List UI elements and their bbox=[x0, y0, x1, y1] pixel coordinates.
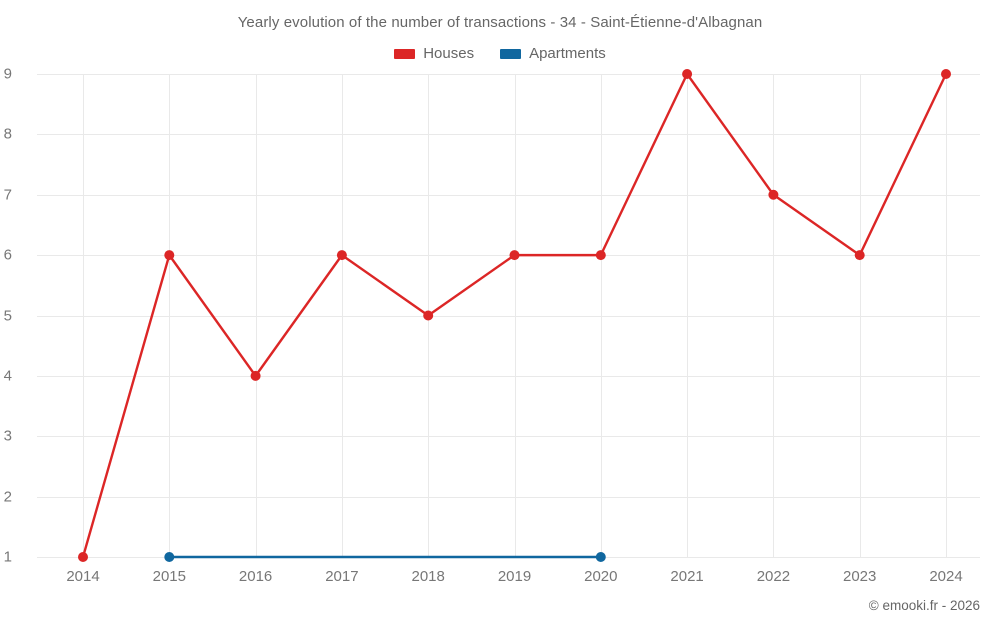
x-axis-tick-label: 2021 bbox=[670, 568, 704, 585]
data-point-houses[interactable] bbox=[682, 69, 693, 79]
x-axis-tick-label: 2020 bbox=[584, 568, 618, 585]
gridline-vertical bbox=[255, 74, 257, 557]
data-point-houses[interactable] bbox=[854, 250, 865, 261]
y-axis-tick-label: 6 bbox=[3, 246, 12, 264]
footer-credit: © emooki.fr - 2026 bbox=[868, 598, 980, 613]
plot-area: 1 2 3 4 5 6 7 8 9 2014 2015 2016 2017 2018 2019 2020 20… bbox=[4, 66, 980, 585]
gridline-vertical bbox=[83, 74, 84, 557]
data-point-houses[interactable] bbox=[595, 250, 606, 261]
legend-label-houses: Houses bbox=[423, 45, 475, 62]
y-axis-tick-label: 2 bbox=[3, 488, 12, 506]
x-axis-tick-label: 2022 bbox=[756, 568, 791, 585]
gridline-horizontal bbox=[37, 255, 980, 257]
gridline-horizontal bbox=[37, 194, 980, 196]
gridline-horizontal bbox=[37, 74, 980, 75]
gridline-horizontal bbox=[37, 315, 980, 317]
x-axis-tick-label: 2018 bbox=[411, 568, 445, 585]
data-point-apartments[interactable] bbox=[164, 552, 175, 562]
chart-legend: Houses Apartments bbox=[0, 45, 1000, 62]
x-axis-tick-label: 2023 bbox=[843, 568, 877, 585]
gridline-vertical bbox=[169, 74, 171, 557]
gridline-horizontal bbox=[37, 496, 980, 498]
x-axis-tick-label: 2015 bbox=[152, 568, 186, 585]
x-axis-tick-label: 2014 bbox=[66, 568, 100, 585]
y-axis-tick-label: 1 bbox=[3, 548, 12, 566]
data-point-apartments[interactable] bbox=[595, 552, 606, 562]
y-axis-tick-label: 9 bbox=[3, 65, 12, 83]
gridline-vertical bbox=[687, 74, 689, 557]
x-axis-tick-label: 2024 bbox=[929, 568, 963, 585]
legend-swatch-houses-icon bbox=[394, 48, 416, 59]
gridline-horizontal bbox=[37, 375, 980, 377]
data-point-houses[interactable] bbox=[336, 250, 347, 261]
legend-item-apartments[interactable]: Apartments bbox=[500, 45, 606, 62]
y-axis-tick-label: 4 bbox=[3, 367, 12, 385]
legend-label-apartments: Apartments bbox=[529, 45, 606, 62]
x-axis-tick-label: 2019 bbox=[497, 568, 532, 585]
gridline-vertical bbox=[946, 74, 947, 557]
gridline-vertical bbox=[773, 74, 775, 557]
gridline-vertical bbox=[859, 74, 861, 557]
gridline-horizontal bbox=[37, 134, 980, 136]
legend-item-houses[interactable]: Houses bbox=[394, 45, 474, 62]
data-point-houses[interactable] bbox=[423, 310, 434, 321]
y-axis-tick-label: 3 bbox=[3, 427, 12, 445]
legend-swatch-apartments-icon bbox=[500, 48, 522, 59]
data-point-houses[interactable] bbox=[78, 552, 88, 562]
data-point-houses[interactable] bbox=[164, 250, 175, 261]
gridline-vertical bbox=[514, 74, 516, 557]
gridline-horizontal bbox=[37, 436, 980, 438]
series-line-houses bbox=[81, 72, 948, 559]
series-layer bbox=[78, 69, 951, 562]
x-axis-tick-label: 2017 bbox=[325, 568, 359, 585]
gridline-vertical bbox=[600, 74, 602, 557]
y-axis-tick-label: 5 bbox=[3, 307, 12, 324]
data-point-houses[interactable] bbox=[509, 250, 520, 261]
data-point-houses[interactable] bbox=[250, 370, 261, 381]
chart-title: Yearly evolution of the number of transa… bbox=[237, 14, 763, 31]
data-point-houses[interactable] bbox=[768, 189, 779, 200]
x-axis-tick-label: 2016 bbox=[238, 568, 273, 585]
data-point-houses[interactable] bbox=[941, 69, 951, 79]
y-axis-tick-label: 8 bbox=[3, 125, 12, 143]
y-axis-tick-label: 7 bbox=[3, 186, 12, 204]
gridline-vertical bbox=[341, 74, 343, 557]
